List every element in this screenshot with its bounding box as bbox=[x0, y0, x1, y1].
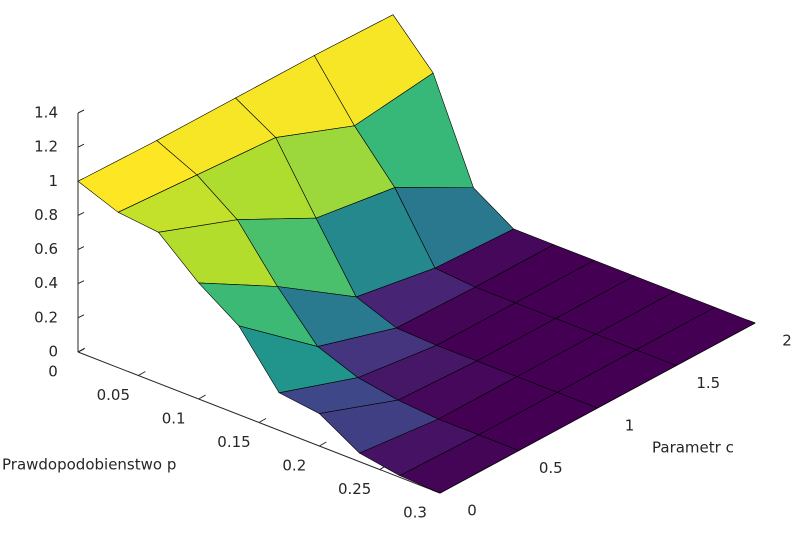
x-tick bbox=[77, 347, 86, 353]
y-tick-label: 1 bbox=[625, 417, 635, 435]
x-tick-label: 0.15 bbox=[217, 433, 250, 451]
x-tick bbox=[319, 441, 327, 447]
x-tick-label: 0.05 bbox=[97, 386, 130, 404]
x-tick-label: 0.25 bbox=[338, 480, 371, 498]
x-tick-label: 0.2 bbox=[282, 457, 306, 475]
z-tick-label: 1 bbox=[48, 172, 58, 190]
x-tick bbox=[258, 418, 267, 423]
y-tick-label: 2 bbox=[782, 332, 792, 350]
z-tick-label: 0.2 bbox=[34, 308, 58, 326]
z-tick-label: 0.6 bbox=[34, 240, 58, 258]
z-tick-label: 0.8 bbox=[34, 206, 58, 224]
y-tick-label: 1.5 bbox=[696, 374, 720, 392]
z-tick bbox=[77, 143, 85, 148]
z-tick bbox=[77, 109, 85, 114]
z-tick bbox=[77, 314, 85, 319]
z-tick bbox=[77, 280, 85, 285]
z-tick-label: 1.4 bbox=[34, 104, 58, 122]
x-tick-label: 0 bbox=[48, 363, 58, 381]
z-tick-label: 1.2 bbox=[34, 138, 58, 156]
x-tick bbox=[138, 371, 146, 376]
z-tick-label: 0 bbox=[48, 343, 58, 361]
z-tick bbox=[77, 211, 85, 216]
x-tick-label: 0.3 bbox=[403, 504, 427, 522]
x-tick-label: 0.1 bbox=[162, 410, 186, 428]
y-tick-label: 0 bbox=[467, 502, 477, 520]
z-tick-label: 0.4 bbox=[34, 274, 58, 292]
x-axis-label: Prawdopodobienstwo p bbox=[2, 456, 176, 474]
y-tick-label: 0.5 bbox=[539, 459, 563, 477]
surface-patch bbox=[399, 434, 520, 494]
z-tick bbox=[77, 246, 85, 251]
y-axis-label: Parametr c bbox=[652, 439, 734, 457]
x-tick bbox=[198, 394, 206, 400]
